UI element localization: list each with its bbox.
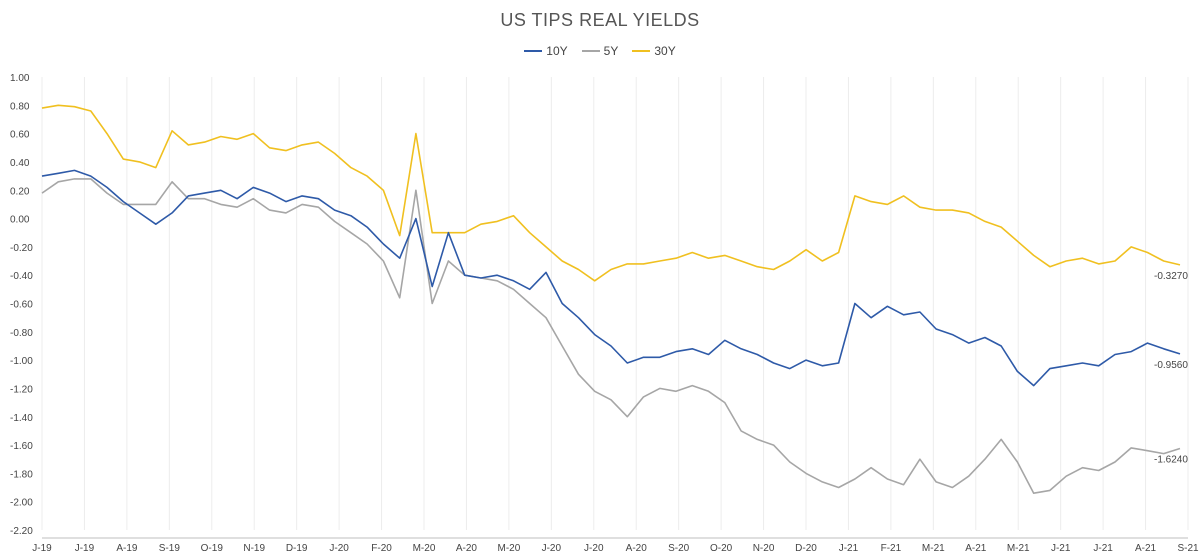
x-tick-label: M-20: [413, 543, 436, 554]
y-tick-label: 0.80: [10, 101, 30, 112]
y-tick-label: -1.80: [10, 469, 33, 480]
x-tick-label: A-21: [1135, 543, 1157, 554]
y-tick-label: 0.40: [10, 158, 30, 169]
y-tick-label: 0.60: [10, 130, 30, 141]
x-tick-label: D-20: [795, 543, 817, 554]
end-value-label: -0.3270: [1154, 271, 1188, 282]
x-tick-label: J-20: [584, 543, 604, 554]
x-tick-label: N-19: [243, 543, 265, 554]
x-tick-label: M-20: [497, 543, 520, 554]
legend-label: 5Y: [603, 44, 619, 58]
x-tick-label: N-20: [753, 543, 775, 554]
y-tick-label: -0.80: [10, 328, 33, 339]
x-tick-label: J-21: [1093, 543, 1113, 554]
series-line-5y: [41, 178, 1181, 494]
legend-swatch: [581, 50, 600, 52]
x-tick-label: M-21: [922, 543, 945, 554]
x-tick-label: J-19: [75, 543, 95, 554]
series-line-30y: [41, 104, 1181, 282]
y-tick-label: -1.00: [10, 356, 33, 367]
x-tick-label: S-21: [1177, 543, 1199, 554]
y-tick-label: -2.00: [10, 498, 33, 509]
x-tick-label: M-21: [1007, 543, 1030, 554]
legend-item-1: 5Y: [581, 44, 619, 58]
legend-swatch: [524, 50, 543, 52]
y-tick-label: 1.00: [10, 73, 30, 84]
x-tick-label: F-20: [371, 543, 392, 554]
x-tick-label: S-20: [668, 543, 690, 554]
legend: 10Y 5Y 30Y: [0, 44, 1200, 58]
y-tick-label: -0.40: [10, 271, 33, 282]
x-tick-label: J-20: [542, 543, 562, 554]
x-tick-label: A-19: [116, 543, 138, 554]
y-tick-label: -1.40: [10, 413, 33, 424]
x-tick-label: J-20: [329, 543, 349, 554]
legend-label: 30Y: [654, 44, 676, 58]
x-tick-label: J-21: [839, 543, 859, 554]
y-tick-label: -1.60: [10, 441, 33, 452]
end-value-label: -1.6240: [1154, 454, 1188, 465]
x-tick-label: A-20: [626, 543, 648, 554]
y-tick-label: 0.00: [10, 215, 30, 226]
y-tick-label: -0.60: [10, 300, 33, 311]
legend-item-2: 30Y: [632, 44, 676, 58]
x-tick-label: S-19: [159, 543, 181, 554]
y-tick-label: -0.20: [10, 243, 33, 254]
x-tick-label: D-19: [286, 543, 308, 554]
x-tick-label: O-20: [710, 543, 733, 554]
end-value-label: -0.9560: [1154, 360, 1188, 371]
x-tick-label: A-20: [456, 543, 478, 554]
y-tick-label: 0.20: [10, 186, 30, 197]
x-tick-label: A-21: [965, 543, 987, 554]
x-tick-label: J-21: [1051, 543, 1071, 554]
x-tick-label: F-21: [881, 543, 902, 554]
legend-label: 10Y: [546, 44, 568, 58]
series-line-10y: [41, 169, 1181, 387]
legend-item-0: 10Y: [524, 44, 568, 58]
y-tick-label: -1.20: [10, 384, 33, 395]
x-tick-label: J-19: [32, 543, 52, 554]
chart-title: US TIPS REAL YIELDS: [500, 10, 700, 30]
legend-swatch: [632, 50, 651, 52]
x-tick-label: O-19: [201, 543, 224, 554]
y-tick-label: -2.20: [10, 526, 33, 537]
